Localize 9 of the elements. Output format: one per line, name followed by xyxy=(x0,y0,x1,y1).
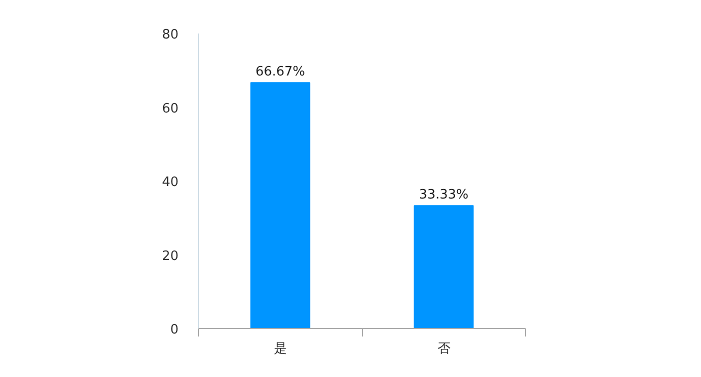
y-tick-label: 0 xyxy=(170,322,179,338)
y-tick-label: 80 xyxy=(162,28,179,42)
y-tick-label: 40 xyxy=(162,175,179,190)
y-tick-label: 20 xyxy=(162,248,179,264)
data-label: 66.67% xyxy=(255,64,306,80)
data-label: 33.33% xyxy=(418,188,469,203)
x-tick-label: 否 xyxy=(437,342,450,356)
x-tick-label: 是 xyxy=(274,342,287,356)
y-tick-label: 60 xyxy=(162,101,179,116)
